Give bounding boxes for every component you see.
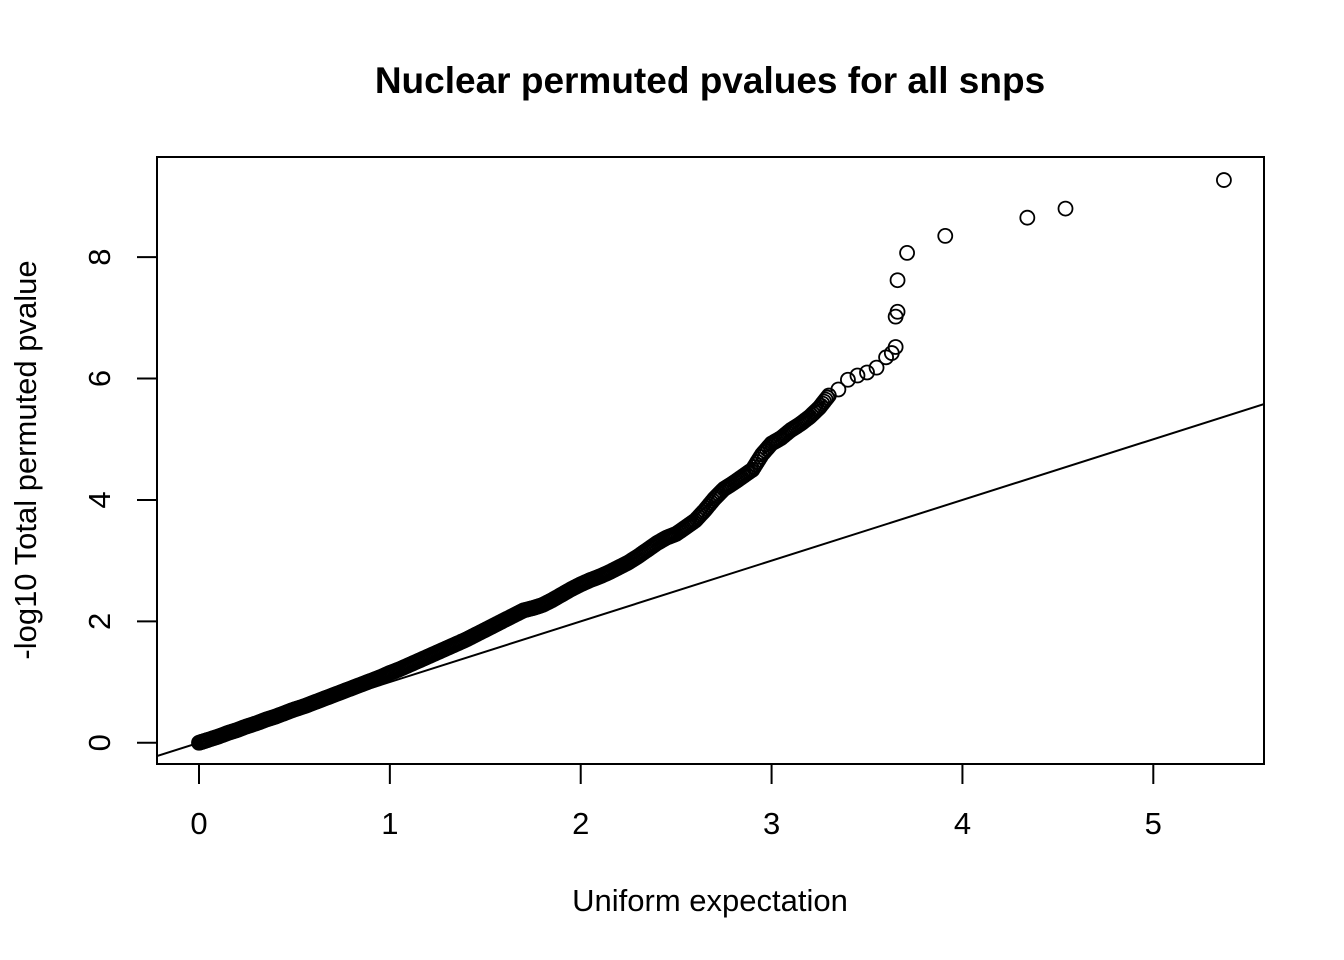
data-point [887,339,904,355]
data-point [889,303,906,320]
x-tick-label: 4 [954,806,971,841]
x-axis: 0 1 2 3 4 5 [190,763,1162,841]
chart-title: Nuclear permuted pvalues for all snps [375,60,1045,101]
x-tick-label: 2 [572,806,589,841]
y-tick-label: 2 [82,613,117,630]
data-point [868,359,885,376]
x-tick-label: 1 [381,806,398,841]
data-point [1057,200,1074,217]
data-point [819,389,836,406]
y-axis: 0 2 4 6 8 [82,249,158,751]
data-point [889,272,906,289]
data-point [899,245,915,261]
data-point [817,391,834,408]
data-point [830,381,847,398]
y-tick-label: 4 [82,491,117,508]
x-tick-label: 3 [763,806,780,841]
y-tick-label: 8 [82,249,117,266]
y-tick-label: 6 [82,370,117,387]
x-axis-title: Uniform expectation [572,883,848,918]
data-point [937,228,954,244]
data-point [1216,172,1232,188]
data-points [191,172,1232,751]
y-tick-label: 0 [82,734,117,751]
data-point [859,364,875,381]
x-tick-label: 0 [190,806,207,841]
data-point [1019,209,1036,226]
y-axis-title: -log10 Total permuted pvalue [8,260,43,659]
x-tick-label: 5 [1145,806,1162,841]
plot-frame [156,156,1265,765]
data-point [849,367,866,384]
data-point [840,371,856,388]
